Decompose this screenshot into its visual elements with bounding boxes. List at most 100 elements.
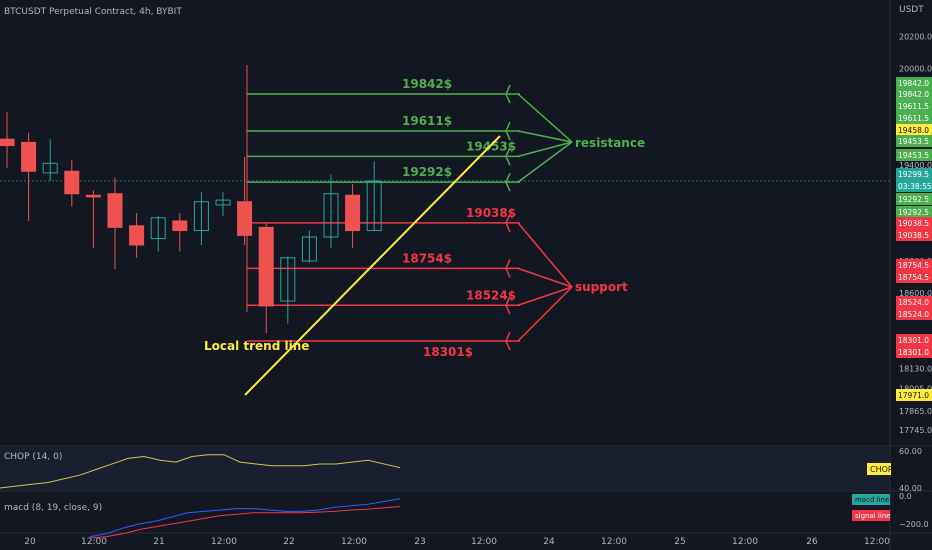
signal-badge: signal line [855, 512, 891, 520]
price-label-text: 19842.0 [898, 90, 929, 99]
price-label-badge [896, 135, 932, 147]
price-tick-label: 18130.0 [899, 364, 932, 373]
resistance-connector [517, 130, 573, 143]
time-tick-label: 24 [543, 537, 555, 547]
level-price-label: 19842$ [402, 77, 452, 91]
time-tick-label: 26 [806, 537, 818, 547]
support-connector [517, 286, 573, 342]
price-label-badge [896, 168, 932, 180]
macd-line [89, 498, 401, 538]
price-label-text: 18524.0 [898, 310, 929, 319]
price-label-badge [896, 88, 932, 100]
price-tick-label: 18600.0 [899, 289, 932, 298]
candle-up [280, 257, 296, 302]
price-label-badge [896, 259, 932, 271]
level-arrow [505, 147, 511, 166]
price-label-text: 19453.5 [898, 137, 929, 146]
candle-up [323, 193, 339, 238]
macd-badge: macd line [855, 496, 889, 504]
support-connector [517, 222, 573, 288]
support-annotation: support [575, 280, 628, 294]
chop-title: CHOP (14, 0) [4, 452, 62, 462]
support-connector [517, 267, 573, 288]
chop-axis: 60.00 40.00 [899, 447, 922, 493]
price-tick-label: 18005.0 [899, 384, 932, 393]
price-label-badge [896, 346, 932, 358]
currency-label: USDT [899, 5, 924, 15]
price-label-text: 18524.0 [898, 298, 929, 307]
candle-down [107, 193, 123, 228]
candle-down [258, 226, 274, 307]
price-label-text: 19842.0 [898, 79, 929, 88]
candle-up [42, 162, 58, 174]
price-label-badge [896, 308, 932, 320]
price-label-badge [896, 180, 932, 192]
resistance-connector [517, 93, 573, 143]
price-label-text: 19299.5 [898, 170, 929, 179]
symbol-title: BTCUSDT Perpetual Contract, 4h, BYBIT [4, 7, 182, 17]
price-label-badge [896, 100, 932, 112]
level-arrow [505, 121, 511, 141]
trend-line [244, 135, 501, 396]
price-label-text: 18754.5 [898, 261, 929, 270]
resistance-connector [517, 141, 573, 183]
price-labels: 19842.0 19842.0 19611.5 19611.5 19458.0 19453… [896, 77, 932, 401]
level-arrow [505, 295, 511, 315]
time-tick-label: 20 [24, 537, 36, 547]
chop-tick-label: 60.00 [899, 447, 922, 456]
price-label-badge [896, 229, 932, 241]
price-tick-label: 17865.0 [899, 407, 932, 416]
time-tick-label: 12:00 [211, 537, 237, 547]
candle-down [172, 220, 188, 232]
price-label-text: 19453.5 [898, 151, 929, 160]
candle-up [150, 217, 166, 240]
resistance-annotation: resistance [575, 136, 645, 150]
level-price-label: 18524$ [466, 288, 516, 302]
chop-badge: CHOP [870, 465, 893, 474]
price-label-text: 19458.0 [898, 126, 929, 135]
time-tick-label: 23 [414, 537, 425, 547]
price-label-badge [896, 334, 932, 346]
price-tick-label: 20200.0 [899, 33, 932, 42]
candle-down [0, 138, 15, 147]
price-label-text: 18754.5 [898, 273, 929, 282]
candle-up [366, 180, 382, 232]
price-tick-label: 19400.0 [899, 161, 932, 170]
price-label-badge [896, 149, 932, 161]
level-lines: 19842$19611$19453$19292$19038$18754$1852… [0, 65, 890, 396]
macd-axis: 0.0 −200.0 [899, 492, 929, 529]
price-tick-label: 20000.0 [899, 65, 932, 74]
price-label-text: 19292.5 [898, 195, 929, 204]
trend-line-label: Local trend line [204, 339, 309, 353]
time-tick-label: 12:00 [341, 537, 367, 547]
level-arrow [505, 259, 511, 278]
annotations: resistance support Local trend line [204, 136, 645, 353]
price-label-badge [896, 271, 932, 283]
time-tick-label: 21 [153, 537, 164, 547]
time-tick-label: 12:00 [81, 537, 107, 547]
candles [0, 111, 382, 334]
price-label-text: 18301.0 [898, 348, 929, 357]
price-label-text: 17971.0 [898, 391, 929, 400]
chop-line [0, 454, 401, 489]
level-arrow [505, 331, 511, 351]
candle-down [85, 194, 101, 198]
candle-up [193, 201, 209, 232]
macd-title: macd (8, 19, close, 9) [4, 503, 102, 513]
price-label-badge [896, 296, 932, 308]
price-label-badge [896, 206, 932, 218]
price-label-badge [896, 112, 932, 124]
candle-down [64, 170, 80, 195]
price-label-badge [896, 217, 932, 229]
price-label-badge [896, 389, 932, 401]
chop-tick-label: 40.00 [899, 484, 922, 493]
support-connector [517, 286, 573, 306]
time-tick-label: 12:00 [601, 537, 627, 547]
price-label-text: 19611.5 [898, 114, 929, 123]
price-label-text: 19038.5 [898, 231, 929, 240]
time-axis[interactable]: 20 12:00 21 12:00 22 12:00 23 12:00 24 12:00 25 12:… [24, 537, 890, 547]
time-tick-label: 12:00 [471, 537, 497, 547]
candle-down [21, 141, 37, 172]
candle-down [345, 194, 361, 232]
